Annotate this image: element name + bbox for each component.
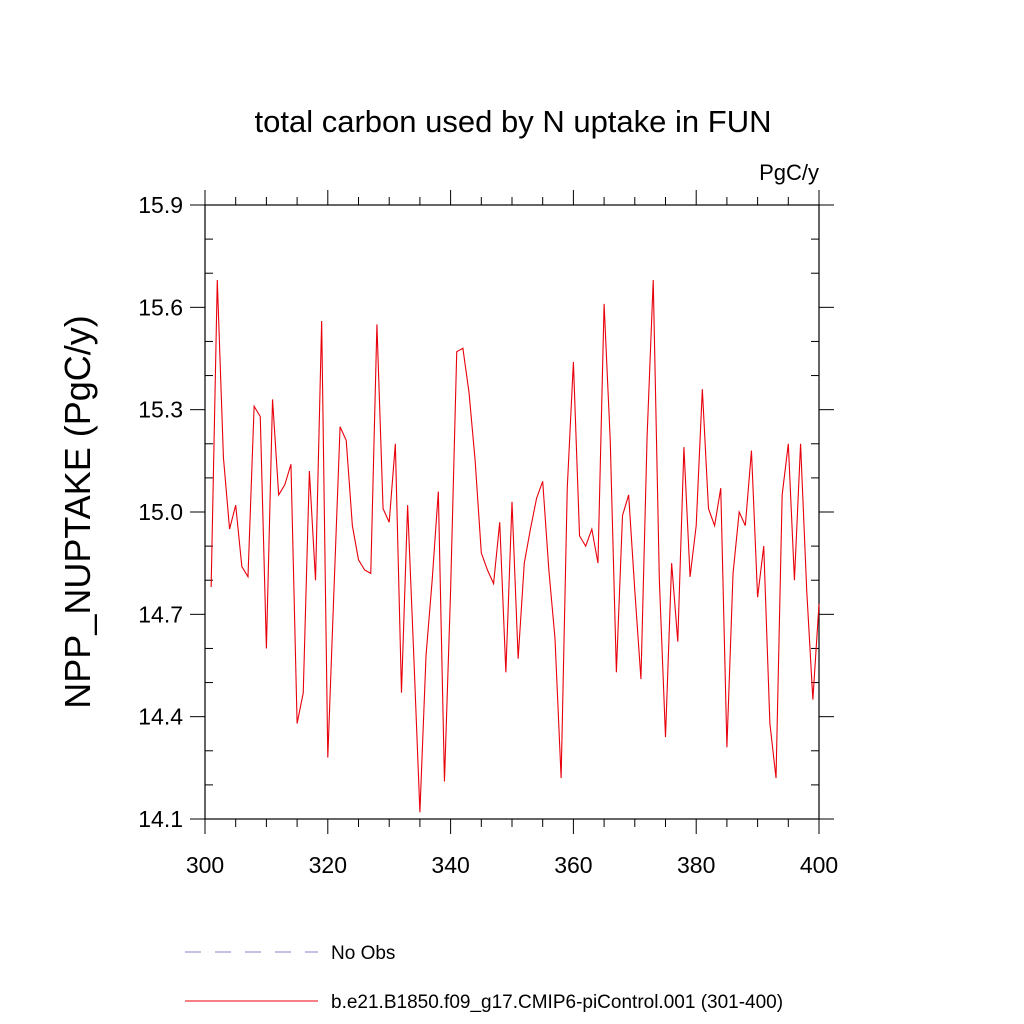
legend-label-no-obs: No Obs xyxy=(331,943,395,964)
x-tick-label: 320 xyxy=(309,852,347,878)
legend: No Obs b.e21.B1850.f09_g17.CMIP6-piContr… xyxy=(185,943,783,1013)
y-tick-label: 15.6 xyxy=(138,294,183,320)
y-tick-label: 14.1 xyxy=(138,806,183,832)
x-tick-label: 300 xyxy=(186,852,224,878)
y-tick-label: 15.9 xyxy=(138,192,183,218)
chart-title: total carbon used by N uptake in FUN xyxy=(255,104,772,139)
y-tick-label: 14.7 xyxy=(138,601,183,627)
x-tick-label: 340 xyxy=(431,852,469,878)
series-line xyxy=(210,280,820,813)
y-axis-label: NPP_NUPTAKE (PgC/y) xyxy=(57,315,98,708)
x-tick-label: 400 xyxy=(800,852,838,878)
y-tick-label: 15.3 xyxy=(138,397,183,423)
axis-ticks xyxy=(190,190,834,834)
legend-label-model: b.e21.B1850.f09_g17.CMIP6-piControl.001 … xyxy=(331,992,783,1013)
units-label: PgC/y xyxy=(759,160,819,185)
tick-labels: 300 320 340 360 380 400 14.1 14.4 14.7 15.0 15.3 15… xyxy=(138,192,838,878)
y-tick-label: 15.0 xyxy=(138,499,183,525)
y-tick-label: 14.4 xyxy=(138,704,183,730)
x-tick-label: 360 xyxy=(554,852,592,878)
series-layer xyxy=(210,280,820,813)
x-tick-label: 380 xyxy=(677,852,715,878)
